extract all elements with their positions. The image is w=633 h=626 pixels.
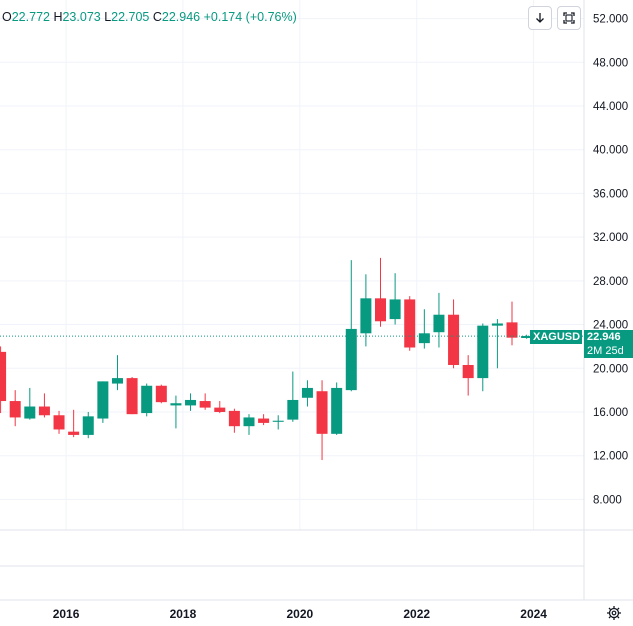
last-price-label: 22.946 2M 25d xyxy=(584,330,633,358)
x-tick-label: 2024 xyxy=(520,607,547,621)
candle-body xyxy=(462,364,474,379)
candle-body xyxy=(316,391,328,434)
fullscreen-icon xyxy=(563,12,575,24)
candles-group xyxy=(0,257,533,461)
download-button[interactable] xyxy=(528,6,552,30)
y-tick-label: 52.000 xyxy=(593,14,628,26)
y-tick-label: 24.000 xyxy=(593,320,628,332)
x-tick-label: 2016 xyxy=(53,607,80,621)
candle-body xyxy=(448,314,460,365)
x-tick-label: 2020 xyxy=(286,607,313,621)
candle-body xyxy=(243,417,255,427)
candle-body xyxy=(155,385,167,403)
y-tick-label: 44.000 xyxy=(593,101,628,113)
candle-body xyxy=(97,381,109,419)
change-value: +0.174 (+0.76%) xyxy=(203,10,297,24)
candle-body xyxy=(258,418,270,423)
open-value: 22.772 xyxy=(11,10,50,24)
candle-body xyxy=(170,403,182,406)
candle-body xyxy=(228,410,240,427)
low-label: L xyxy=(104,10,112,24)
fullscreen-button[interactable] xyxy=(557,6,581,30)
x-axis-labels: 2016 2018 2020 2022 2024 xyxy=(53,607,548,621)
candle-body xyxy=(375,298,387,322)
low-value: 22.705 xyxy=(111,10,150,24)
candle-body xyxy=(0,351,7,402)
candle-body xyxy=(68,431,80,435)
y-tick-label: 28.000 xyxy=(593,276,628,288)
close-label: C xyxy=(152,10,162,24)
settings-gear-icon[interactable] xyxy=(607,606,621,620)
candle-body xyxy=(199,401,211,408)
candle-body xyxy=(345,328,357,391)
candle-body xyxy=(418,333,430,344)
y-tick-label: 8.000 xyxy=(593,494,622,506)
candle-body xyxy=(404,299,416,348)
candle-body xyxy=(506,322,518,338)
ohlc-legend: O22.772 H23.073 L22.705 C22.946 +0.174 (… xyxy=(2,10,297,24)
y-tick-label: 48.000 xyxy=(593,57,628,69)
grid-lines xyxy=(0,0,584,530)
candle-body xyxy=(389,299,401,320)
y-tick-label: 16.000 xyxy=(593,407,628,419)
candle-body xyxy=(477,325,489,379)
candle-body xyxy=(287,399,299,420)
candle-body xyxy=(24,406,36,419)
last-price-value: 22.946 xyxy=(587,331,621,343)
high-value: 23.073 xyxy=(62,10,101,24)
candle-body xyxy=(38,406,50,416)
x-tick-label: 2018 xyxy=(170,607,197,621)
candle-body xyxy=(521,336,533,338)
candle-body xyxy=(141,385,153,414)
candle-body xyxy=(185,399,197,406)
candle-body xyxy=(214,407,226,412)
candle-body xyxy=(491,323,503,326)
candle-body xyxy=(272,420,284,422)
y-tick-label: 32.000 xyxy=(593,232,628,244)
candle-body xyxy=(433,314,445,333)
close-value: 22.946 xyxy=(161,10,201,24)
y-tick-label: 20.000 xyxy=(593,363,628,375)
candle-body xyxy=(301,387,313,398)
axes-group xyxy=(0,0,633,601)
candle-body xyxy=(331,387,343,434)
candle-body xyxy=(111,378,123,384)
open-label: O xyxy=(2,10,12,24)
candle-body xyxy=(53,415,65,430)
countdown-value: 2M 25d xyxy=(587,345,624,357)
high-label: H xyxy=(53,10,63,24)
y-axis-labels: 52.000 48.000 44.000 40.000 36.000 32.000 28.0… xyxy=(593,14,628,507)
candle-body xyxy=(82,416,94,435)
x-tick-label: 2022 xyxy=(403,607,430,621)
candle-body xyxy=(126,378,138,415)
y-tick-label: 12.000 xyxy=(593,451,628,463)
candle-body xyxy=(9,401,21,418)
symbol-badge: XAGUSD xyxy=(530,330,582,344)
candle-body xyxy=(360,298,372,334)
arrow-down-icon xyxy=(536,13,544,23)
y-tick-label: 40.000 xyxy=(593,145,628,157)
y-tick-label: 36.000 xyxy=(593,188,628,200)
